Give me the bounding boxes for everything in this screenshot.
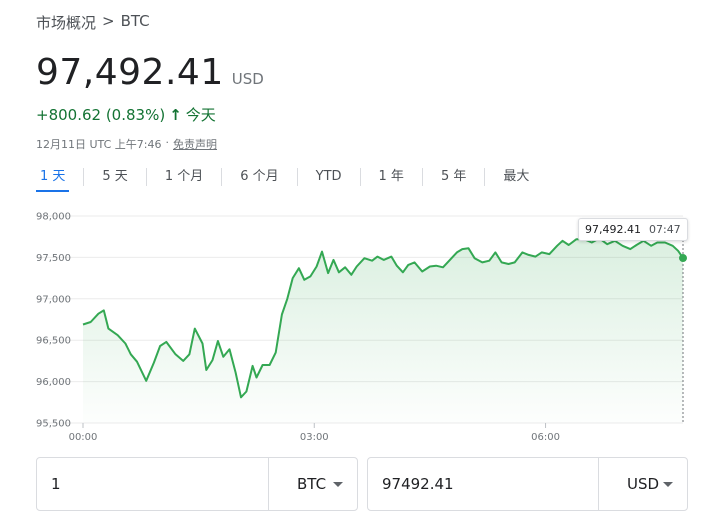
tab-divider	[83, 168, 85, 186]
breadcrumb-current: BTC	[120, 12, 150, 30]
breadcrumb: 市场概况 > BTC	[36, 12, 150, 33]
tab-1-year[interactable]: 1 年	[378, 169, 404, 184]
chevron-down-icon	[663, 481, 673, 487]
price-chart[interactable]: 98,000 97,500 97,000 96,500 96,000 95,500 00:0…	[0, 205, 715, 445]
price-line	[82, 237, 684, 399]
x-tick-label: 06:00	[531, 432, 560, 443]
meta-dot: ·	[165, 136, 170, 149]
tooltip-time: 07:47	[648, 223, 681, 236]
current-point-marker	[679, 254, 687, 263]
currency-from-label: BTC	[297, 475, 327, 493]
price-change: +800.62 (0.83%) ↑ 今天	[36, 104, 216, 125]
y-tick-label: 96,500	[36, 336, 71, 347]
y-tick-label: 97,000	[36, 294, 71, 305]
chart-tooltip: 97,492.41 07:47	[578, 218, 688, 241]
x-tick-label: 03:00	[300, 432, 329, 443]
quote-timestamp: 12月11日 UTC 上午7:46	[36, 138, 162, 151]
currency-to-label: USD	[627, 475, 660, 493]
tab-max[interactable]: 最大	[503, 169, 530, 184]
tab-divider	[221, 168, 223, 186]
quote-meta: 12月11日 UTC 上午7:46 · 免责声明	[36, 136, 217, 152]
x-tick-label: 00:00	[69, 432, 98, 443]
tab-5-year[interactable]: 5 年	[440, 169, 467, 184]
tab-divider	[421, 168, 423, 186]
tab-ytd[interactable]: YTD	[315, 169, 342, 184]
time-range-tabs: 1 天 5 天 1 个月 6 个月 YTD 1 年 5 年 最大	[30, 164, 539, 192]
chevron-down-icon	[333, 481, 343, 487]
y-tick-label: 98,000	[36, 212, 71, 223]
tab-divider	[359, 168, 361, 186]
converter-from: 1 BTC	[36, 457, 358, 511]
tab-1-day[interactable]: 1 天	[30, 164, 75, 192]
amount-from-input[interactable]: 1	[37, 458, 269, 510]
y-tick-label: 97,500	[36, 253, 71, 264]
tab-6-month[interactable]: 6 个月	[240, 169, 279, 184]
amount-to-input[interactable]: 97492.41	[368, 458, 599, 510]
disclaimer-link[interactable]: 免责声明	[173, 138, 217, 151]
converter-to: 97492.41 USD	[367, 457, 688, 511]
change-period: 今天	[185, 106, 216, 124]
change-value: +800.62 (0.83%)	[36, 105, 166, 124]
tooltip-value: 97,492.41	[585, 223, 641, 236]
y-tick-label: 96,000	[36, 377, 71, 388]
price-area-fill	[83, 238, 683, 423]
tab-5-day[interactable]: 5 天	[102, 169, 128, 184]
breadcrumb-separator: >	[102, 12, 115, 30]
breadcrumb-market-overview[interactable]: 市场概况	[36, 14, 97, 32]
price-chart-svg[interactable]: 98,000 97,500 97,000 96,500 96,000 95,500 00:0…	[0, 205, 715, 445]
price-currency: USD	[231, 70, 264, 88]
price-row: 97,492.41 USD	[36, 52, 264, 93]
currency-from-select[interactable]: BTC	[269, 475, 357, 493]
current-price: 97,492.41	[36, 52, 224, 93]
tab-divider	[145, 168, 147, 186]
arrow-up-icon: ↑	[169, 105, 182, 124]
currency-to-select[interactable]: USD	[599, 475, 687, 493]
tab-divider	[484, 168, 486, 186]
tab-divider	[296, 168, 298, 186]
tab-1-month[interactable]: 1 个月	[164, 169, 204, 184]
y-tick-label: 95,500	[36, 419, 71, 430]
